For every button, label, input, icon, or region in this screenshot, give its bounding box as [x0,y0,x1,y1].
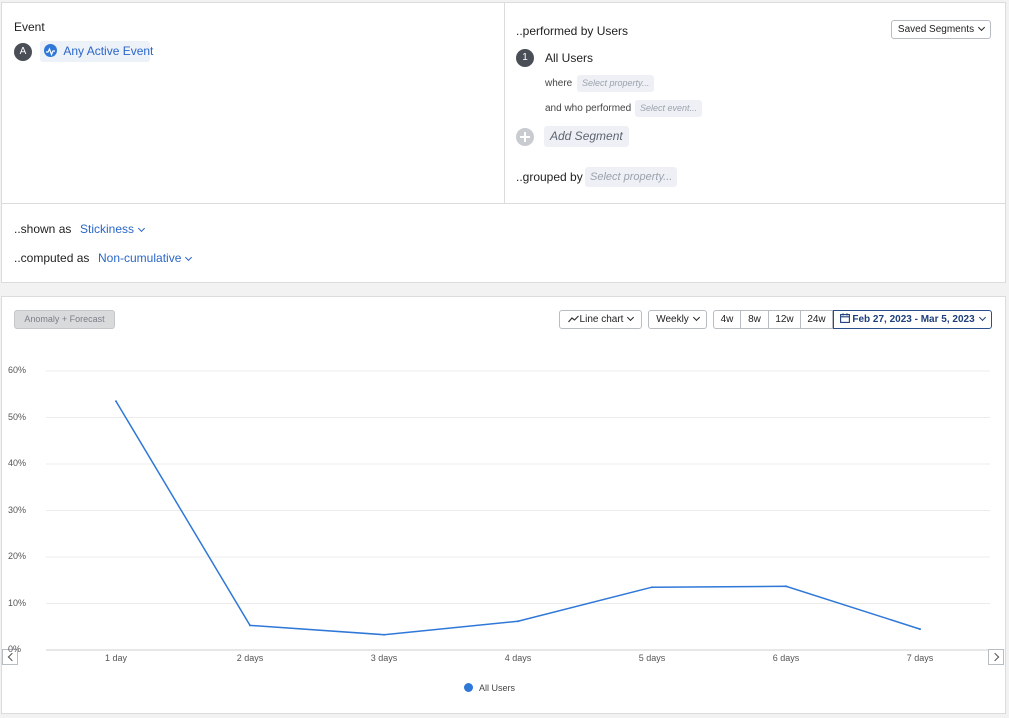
where-label: where [545,78,573,89]
data-point[interactable] [517,620,519,623]
data-point[interactable] [115,400,117,403]
y-tick-label: 50% [8,411,27,422]
computed-as-label: ..computed as [14,251,90,265]
event-badge: A [14,43,32,61]
line-chart-icon [567,315,579,323]
saved-segments-button[interactable]: Saved Segments [891,20,991,39]
segment-name[interactable]: All Users [545,51,594,65]
interval-label: Weekly [656,314,689,325]
y-tick-label: 60% [8,365,27,375]
saved-segments-label: Saved Segments [897,24,975,35]
x-tick-label: 3 days [370,653,398,663]
grouped-by-label: ..grouped by [516,170,583,184]
legend-label: All Users [479,683,516,693]
range-12w-button[interactable]: 12w [768,310,801,329]
computed-as-value: Non-cumulative [98,251,182,265]
y-tick-label: 0% [8,644,22,654]
chart-legend: All Users [464,683,515,693]
where-property-select[interactable]: Select property... [577,75,655,92]
x-tick-label: 6 days [772,653,800,663]
x-tick-label: 7 days [906,653,934,663]
date-range-picker[interactable]: Feb 27, 2023 - Mar 5, 2023 [833,310,992,329]
chart-type-dropdown[interactable]: Line chart [559,310,642,329]
y-tick-label: 20% [8,551,27,561]
series-line [115,400,921,636]
y-tick-label: 40% [8,458,27,468]
scroll-right-button[interactable] [988,649,1004,665]
section-divider [504,3,505,203]
chart-panel: Anomaly + Forecast Line chart Weekly 4w … [1,296,1006,714]
who-performed-select[interactable]: Select event... [635,100,703,117]
data-point[interactable] [919,628,921,631]
shown-as-label: ..shown as [14,222,72,236]
chart-type-label: Line chart [579,314,624,325]
chevron-down-icon [137,224,146,233]
section-divider [2,203,1005,204]
add-segment-button[interactable]: Add Segment [544,126,629,147]
y-tick-label: 30% [8,504,27,515]
legend-marker [464,683,473,693]
add-segment-icon[interactable] [516,128,534,146]
activity-icon [44,44,57,58]
x-tick-label: 1 day [104,653,128,663]
range-24w-button[interactable]: 24w [800,310,833,329]
x-tick-label: 5 days [638,653,666,663]
computed-as-dropdown[interactable]: Non-cumulative [98,251,193,265]
data-point[interactable] [249,624,251,627]
event-selector[interactable]: Any Active Event [40,41,154,62]
shown-as-value: Stickiness [80,222,135,236]
who-performed-label: and who performed [545,103,632,114]
scroll-left-button[interactable] [2,649,18,665]
range-4w-button[interactable]: 4w [713,310,741,329]
x-tick-label: 2 days [236,653,264,663]
users-title: ..performed by Users [516,24,629,38]
stickiness-line-chart [46,370,990,651]
chevron-down-icon [185,253,193,262]
chevron-down-icon [978,23,986,32]
calendar-icon [840,313,851,324]
event-title: Event [14,20,45,34]
date-range-label: Feb 27, 2023 - Mar 5, 2023 [852,314,975,325]
event-label: Any Active Event [63,44,154,58]
segment-badge: 1 [516,49,534,67]
interval-dropdown[interactable]: Weekly [648,310,707,329]
x-tick-label: 4 days [504,653,532,663]
data-point[interactable] [651,586,653,589]
query-panel: Event A Any Active Event ..performed by … [1,2,1006,283]
data-point[interactable] [785,585,787,588]
shown-as-dropdown[interactable]: Stickiness [80,222,146,236]
anomaly-forecast-button[interactable]: Anomaly + Forecast [14,310,115,329]
data-point[interactable] [383,633,385,636]
y-tick-label: 10% [8,597,27,608]
grouped-by-select[interactable]: Select property... [585,167,678,187]
